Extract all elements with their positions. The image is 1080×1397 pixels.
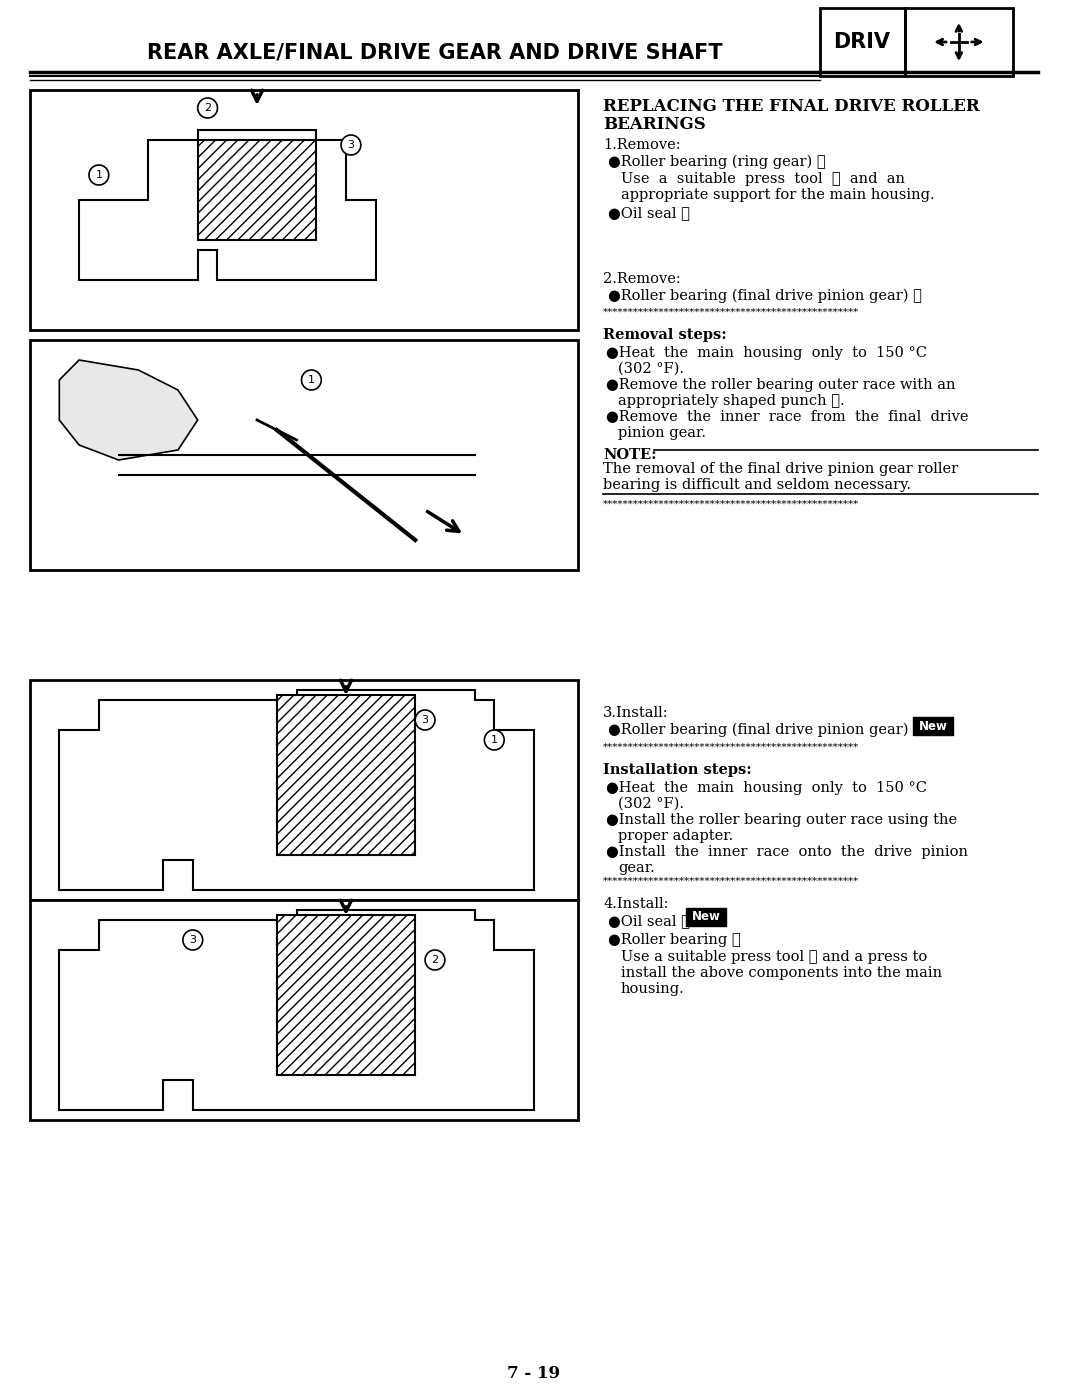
Polygon shape (59, 360, 198, 460)
Bar (29, 680, 578, 900)
FancyBboxPatch shape (686, 908, 726, 926)
Circle shape (426, 950, 445, 970)
Bar (29, 339, 578, 570)
Text: 3: 3 (189, 935, 197, 944)
Text: Use a suitable press tool ③ and a press to: Use a suitable press tool ③ and a press … (621, 950, 927, 964)
Bar (905, 8, 1013, 75)
Text: pinion gear.: pinion gear. (618, 426, 706, 440)
Text: ●Install  the  inner  race  onto  the  drive  pinion: ●Install the inner race onto the drive p… (606, 845, 968, 859)
Text: ●Oil seal ③: ●Oil seal ③ (608, 205, 690, 219)
Text: 3.Install:: 3.Install: (603, 705, 669, 719)
Text: **************************************************: ****************************************… (603, 500, 860, 509)
Circle shape (198, 98, 217, 117)
Text: Installation steps:: Installation steps: (603, 763, 752, 777)
Circle shape (341, 136, 361, 155)
Text: (302 °F).: (302 °F). (618, 798, 684, 812)
Text: 1.Remove:: 1.Remove: (603, 138, 680, 152)
Bar (29, 900, 578, 1120)
Text: (302 °F).: (302 °F). (618, 362, 684, 376)
Text: ●Remove  the  inner  race  from  the  final  drive: ●Remove the inner race from the final dr… (606, 409, 969, 425)
Text: ●Heat  the  main  housing  only  to  150 °C: ●Heat the main housing only to 150 °C (606, 346, 927, 360)
Text: ●Roller bearing (final drive pinion gear): ●Roller bearing (final drive pinion gear… (608, 724, 913, 738)
Text: appropriately shaped punch ②.: appropriately shaped punch ②. (618, 394, 845, 408)
Text: ●Heat  the  main  housing  only  to  150 °C: ●Heat the main housing only to 150 °C (606, 781, 927, 795)
Text: 1: 1 (95, 170, 103, 180)
Text: New: New (919, 719, 947, 732)
Text: DRIV: DRIV (834, 32, 891, 52)
Circle shape (485, 731, 504, 750)
Text: gear.: gear. (618, 861, 654, 875)
Text: 7 - 19: 7 - 19 (508, 1365, 561, 1382)
Text: install the above components into the main: install the above components into the ma… (621, 965, 942, 981)
Text: 2.Remove:: 2.Remove: (603, 272, 680, 286)
FancyBboxPatch shape (914, 717, 953, 735)
Text: New: New (691, 911, 720, 923)
Text: bearing is difficult and seldom necessary.: bearing is difficult and seldom necessar… (603, 478, 912, 492)
Bar (29, 89, 578, 330)
Text: REAR AXLE/FINAL DRIVE GEAR AND DRIVE SHAFT: REAR AXLE/FINAL DRIVE GEAR AND DRIVE SHA… (147, 42, 723, 61)
Text: REPLACING THE FINAL DRIVE ROLLER: REPLACING THE FINAL DRIVE ROLLER (603, 98, 980, 115)
Text: ●Install the roller bearing outer race using the: ●Install the roller bearing outer race u… (606, 813, 957, 827)
Text: 2: 2 (431, 956, 438, 965)
Text: BEARINGS: BEARINGS (603, 116, 705, 133)
Text: housing.: housing. (621, 982, 685, 996)
Text: ●Roller bearing ②: ●Roller bearing ② (608, 933, 741, 947)
Circle shape (89, 165, 109, 184)
Bar (821, 8, 905, 75)
Text: 4.Install:: 4.Install: (603, 897, 669, 911)
Circle shape (415, 710, 435, 731)
Text: ●Roller bearing (ring gear) ①: ●Roller bearing (ring gear) ① (608, 155, 825, 169)
Text: **************************************************: ****************************************… (603, 877, 860, 886)
Circle shape (301, 370, 321, 390)
Text: ●Roller bearing (final drive pinion gear) ①: ●Roller bearing (final drive pinion gear… (608, 289, 922, 303)
Text: Use  a  suitable  press  tool  ②  and  an: Use a suitable press tool ② and an (621, 172, 905, 186)
Text: 3: 3 (348, 140, 354, 149)
Text: appropriate support for the main housing.: appropriate support for the main housing… (621, 189, 934, 203)
Bar (198, 140, 316, 240)
Circle shape (183, 930, 203, 950)
Text: ●Remove the roller bearing outer race with an: ●Remove the roller bearing outer race wi… (606, 379, 956, 393)
Text: Removal steps:: Removal steps: (603, 328, 727, 342)
Text: 3: 3 (421, 715, 429, 725)
Text: The removal of the final drive pinion gear roller: The removal of the final drive pinion ge… (603, 462, 958, 476)
Text: 2: 2 (204, 103, 212, 113)
Text: **************************************************: ****************************************… (603, 307, 860, 317)
Text: NOTE:: NOTE: (603, 448, 657, 462)
Text: proper adapter.: proper adapter. (618, 828, 733, 842)
Text: **************************************************: ****************************************… (603, 743, 860, 752)
Bar (276, 915, 415, 1076)
Text: 1: 1 (308, 374, 315, 386)
Text: 1: 1 (490, 735, 498, 745)
Bar (276, 694, 415, 855)
Text: ●Oil seal ①: ●Oil seal ① (608, 914, 694, 928)
